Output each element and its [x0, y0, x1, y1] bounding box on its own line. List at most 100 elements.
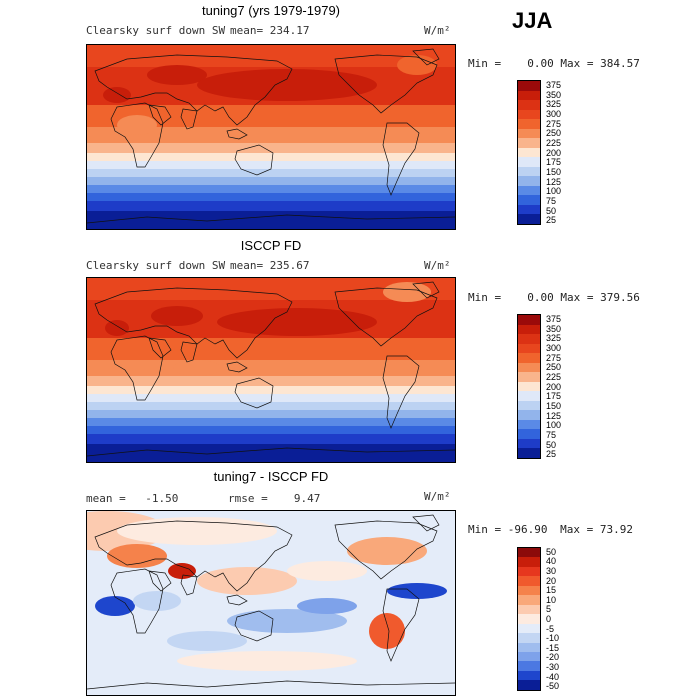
panel3-max-value: 73.92	[599, 523, 633, 536]
colorbar-tick-label: 125	[546, 410, 562, 421]
panel2-mean: mean= 235.67	[230, 259, 310, 272]
colorbar-swatch	[518, 128, 540, 139]
colorbar-swatch	[518, 138, 540, 148]
panel1-units: W/m²	[424, 24, 451, 37]
panel3-rmse-label: rmse =	[228, 492, 268, 505]
panel1-colorbar	[517, 80, 541, 225]
colorbar-tick-label: 375	[546, 79, 562, 90]
colorbar-swatch	[518, 324, 540, 335]
panel2-units: W/m²	[424, 259, 451, 272]
colorbar-swatch	[518, 566, 540, 577]
panel2-min-label: Min =	[468, 291, 502, 304]
panel1-max-value: 384.57	[600, 57, 640, 70]
panel3-mean-value: -1.50	[145, 492, 179, 505]
season-label: JJA	[512, 8, 553, 33]
panel3-map	[86, 510, 456, 696]
panel1-max-label: Max =	[560, 57, 594, 70]
colorbar-tick-label: 25	[546, 215, 557, 226]
colorbar-tick-label: 325	[546, 99, 562, 110]
panel1-mean: mean= 234.17	[230, 24, 310, 37]
colorbar-swatch	[518, 661, 540, 671]
panel2-minmax: Min = 0.00 Max = 379.56	[468, 291, 640, 304]
colorbar-tick-label: 50	[546, 439, 557, 450]
colorbar-swatch	[518, 680, 540, 690]
colorbar-swatch	[518, 576, 540, 586]
colorbar-tick-label: -20	[546, 652, 560, 663]
panel1-map	[86, 44, 456, 230]
colorbar-swatch	[518, 147, 540, 158]
colorbar-tick-label: -40	[546, 671, 560, 682]
panel2-mean-label: mean=	[230, 259, 264, 272]
colorbar-tick-label: -5	[546, 623, 555, 634]
colorbar-swatch	[518, 400, 540, 411]
colorbar-tick-label: 100	[546, 420, 562, 431]
colorbar-tick-label: 25	[546, 449, 557, 460]
panel3-mean-label: mean =	[86, 492, 126, 505]
colorbar-swatch	[518, 315, 540, 325]
colorbar-tick-label: 350	[546, 89, 562, 100]
colorbar-swatch	[518, 90, 540, 101]
colorbar-tick-label: 300	[546, 108, 562, 119]
colorbar-tick-label: -30	[546, 662, 560, 672]
colorbar-swatch	[518, 595, 540, 605]
colorbar-swatch	[518, 119, 540, 129]
colorbar-swatch	[518, 438, 540, 449]
colorbar-swatch	[518, 100, 540, 110]
colorbar-swatch	[518, 391, 540, 401]
colorbar-swatch	[518, 585, 540, 596]
colorbar-tick-label: 200	[546, 381, 562, 392]
colorbar-tick-label: 30	[546, 566, 557, 576]
panel3-rmse: rmse = 9.47	[228, 492, 320, 505]
colorbar-tick-label: 5	[546, 604, 552, 615]
panel3-mean: mean = -1.50	[86, 492, 178, 505]
panel3-max-label: Max =	[560, 523, 594, 536]
colorbar-swatch	[518, 109, 540, 120]
colorbar-swatch	[518, 81, 540, 91]
colorbar-swatch	[518, 372, 540, 382]
colorbar-tick-label: 100	[546, 186, 562, 197]
colorbar-swatch	[518, 670, 540, 681]
colorbar-tick-label: 50	[546, 546, 557, 557]
colorbar-swatch	[518, 353, 540, 363]
colorbar-swatch	[518, 633, 540, 643]
panel2-map	[86, 277, 456, 463]
colorbar-swatch	[518, 604, 540, 615]
panel1-mean-value: 234.17	[269, 24, 310, 37]
colorbar-tick-label: 275	[546, 352, 562, 363]
panel2-max-value: 379.56	[600, 291, 640, 304]
colorbar-tick-label: -10	[546, 633, 560, 644]
colorbar-swatch	[518, 548, 540, 558]
colorbar-swatch	[518, 166, 540, 177]
panel3-min-value: -96.90	[507, 523, 548, 536]
colorbar-swatch	[518, 195, 540, 205]
panel2-colorbar	[517, 314, 541, 459]
colorbar-tick-label: 75	[546, 429, 557, 440]
panel1-mean-label: mean=	[230, 24, 264, 37]
colorbar-tick-label: 225	[546, 137, 562, 148]
colorbar-tick-label: -50	[546, 681, 560, 692]
panel2-mean-value: 235.67	[269, 259, 310, 272]
panel2-max-label: Max =	[560, 291, 594, 304]
colorbar-tick-label: 50	[546, 205, 557, 216]
colorbar-tick-label: 225	[546, 371, 562, 382]
colorbar-swatch	[518, 419, 540, 430]
colorbar-swatch	[518, 429, 540, 439]
colorbar-tick-label: 250	[546, 362, 562, 373]
panel3-minmax: Min = -96.90 Max = 73.92	[468, 523, 633, 536]
colorbar-tick-label: 150	[546, 166, 562, 177]
colorbar-swatch	[518, 381, 540, 392]
colorbar-tick-label: 200	[546, 147, 562, 158]
panel1-variable: Clearsky surf down SW	[86, 24, 226, 37]
colorbar-swatch	[518, 185, 540, 196]
colorbar-tick-label: 325	[546, 333, 562, 344]
colorbar-tick-label: 15	[546, 585, 557, 596]
colorbar-tick-label: 0	[546, 614, 552, 624]
panel3-min-label: Min =	[468, 523, 502, 536]
colorbar-tick-label: 175	[546, 391, 562, 402]
panel3-rmse-value: 9.47	[293, 492, 321, 505]
colorbar-swatch	[518, 410, 540, 420]
colorbar-tick-label: 10	[546, 594, 557, 605]
colorbar-swatch	[518, 343, 540, 354]
colorbar-swatch	[518, 614, 540, 624]
colorbar-swatch	[518, 204, 540, 215]
